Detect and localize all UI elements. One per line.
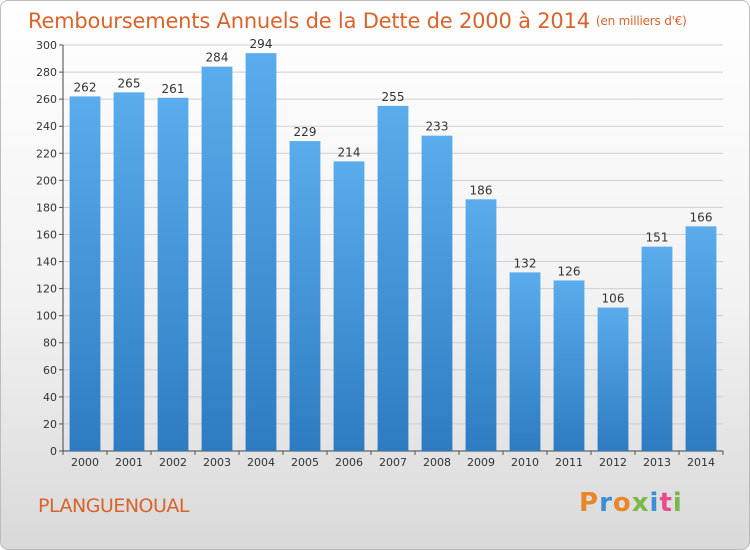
x-tick-label-2003: 2003 (203, 456, 231, 469)
bar-2008 (421, 135, 453, 451)
y-tick-label: 280 (36, 66, 57, 79)
value-label-2010: 132 (514, 256, 537, 270)
y-tick-labels: 0 20 40 60 80 100 120 140 160 180 200 220 240 260 280 3… (36, 39, 57, 458)
logo-letter: o (612, 488, 632, 518)
proxiti-logo[interactable]: Proxiti (579, 488, 683, 518)
y-tick-label: 160 (36, 228, 57, 241)
chart-unit: (en milliers d'€) (595, 14, 687, 28)
x-tick-label-2014: 2014 (687, 456, 715, 469)
logo-letter: x (631, 488, 650, 518)
chart-title: Remboursements Annuels de la Dette de 20… (28, 9, 687, 33)
y-tick-label: 180 (36, 201, 57, 214)
value-label-2004: 294 (250, 37, 273, 51)
bar-2013 (641, 246, 673, 451)
logo-letter: t (659, 488, 673, 518)
bar-2009 (465, 199, 497, 451)
bar-2004 (245, 53, 277, 452)
y-tick-label: 240 (36, 120, 57, 133)
x-tick-label-2002: 2002 (159, 456, 187, 469)
bar-2000 (69, 96, 101, 451)
x-tick-label-2010: 2010 (511, 456, 539, 469)
value-label-2013: 151 (646, 231, 669, 245)
logo-letter: i (649, 488, 660, 518)
logo-letter: P (579, 488, 600, 518)
x-tick-label-2005: 2005 (291, 456, 319, 469)
bar-2001 (113, 92, 145, 451)
value-label-2005: 229 (294, 125, 317, 139)
x-tick-labels: 2000 2001 2002 2003 2004 2005 2006 2007 2008 2009… (62, 451, 724, 469)
value-label-2012: 106 (602, 292, 625, 306)
y-tick-label: 0 (50, 445, 57, 458)
x-tick-label-2006: 2006 (335, 456, 363, 469)
value-label-2003: 284 (206, 51, 229, 65)
value-label-2002: 261 (162, 82, 185, 96)
bars (69, 53, 717, 452)
x-tick-label-2001: 2001 (115, 456, 143, 469)
y-tick-label: 60 (43, 364, 57, 377)
value-label-2001: 265 (118, 76, 141, 90)
value-label-2000: 262 (74, 80, 97, 94)
value-label-2009: 186 (470, 183, 493, 197)
bar-2011 (553, 280, 585, 451)
x-tick-label-2012: 2012 (599, 456, 627, 469)
value-label-2011: 126 (558, 264, 581, 278)
value-label-2006: 214 (338, 145, 361, 159)
y-tick-label: 40 (43, 391, 57, 404)
logo-letter: i (672, 488, 683, 518)
bar-2002 (157, 97, 189, 451)
x-tick-label-2011: 2011 (555, 456, 583, 469)
y-tick-label: 140 (36, 256, 57, 269)
chart-title-text: Remboursements Annuels de la Dette de 20… (28, 9, 590, 33)
bar-2007 (377, 105, 409, 452)
logo-letter: r (599, 488, 613, 518)
y-tick-label: 20 (43, 418, 57, 431)
y-tick-label: 200 (36, 174, 57, 187)
x-tick-label-2000: 2000 (71, 456, 99, 469)
bar-2014 (685, 226, 717, 451)
y-tick-label: 300 (36, 39, 57, 52)
y-tick-label: 80 (43, 337, 57, 350)
value-label-2014: 166 (690, 210, 713, 224)
x-tick-label-2013: 2013 (643, 456, 671, 469)
value-label-2007: 255 (382, 90, 405, 104)
bar-2012 (597, 307, 629, 451)
value-label-2008: 233 (426, 120, 449, 134)
x-tick-label-2009: 2009 (467, 456, 495, 469)
y-tick-label: 100 (36, 310, 57, 323)
bar-2005 (289, 141, 321, 451)
bar-2006 (333, 161, 365, 452)
bar-2010 (509, 272, 541, 451)
bar-2003 (201, 66, 233, 452)
x-tick-label-2004: 2004 (247, 456, 275, 469)
commune-name: PLANGUENOUAL (38, 495, 189, 517)
x-tick-label-2008: 2008 (423, 456, 451, 469)
y-tick-label: 120 (36, 283, 57, 296)
value-labels: 262 265 261 284 294 229 214 255 233 186 132 126 106 1… (74, 37, 713, 305)
x-tick-label-2007: 2007 (379, 456, 407, 469)
y-tick-label: 260 (36, 93, 57, 106)
y-tick-label: 220 (36, 147, 57, 160)
